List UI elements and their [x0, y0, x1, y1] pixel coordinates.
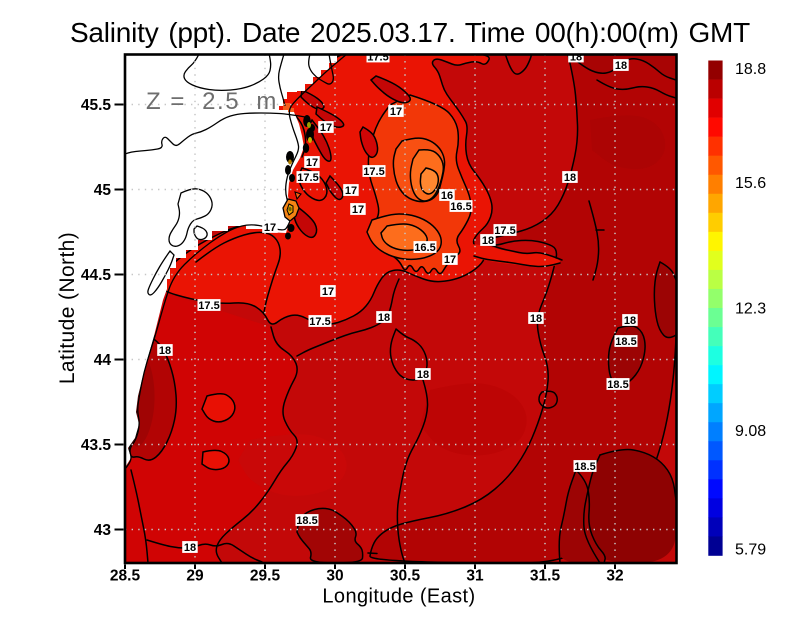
svg-text:17.5: 17.5: [297, 172, 318, 184]
svg-text:17.5: 17.5: [198, 300, 219, 312]
svg-text:45.5: 45.5: [81, 97, 112, 114]
svg-text:Z = 2.5 m: Z = 2.5 m: [146, 88, 278, 115]
svg-text:Latitude (North): Latitude (North): [56, 232, 79, 384]
svg-text:16.5: 16.5: [414, 242, 435, 254]
svg-text:17: 17: [390, 106, 402, 118]
svg-text:32: 32: [606, 568, 623, 585]
svg-text:Salinity (ppt). Date 2025.03.1: Salinity (ppt). Date 2025.03.17. Time 00…: [70, 17, 750, 48]
svg-text:17.5: 17.5: [367, 51, 388, 63]
svg-text:17: 17: [306, 157, 318, 169]
svg-text:17.5: 17.5: [494, 225, 515, 237]
svg-text:18: 18: [378, 312, 390, 324]
svg-text:9.08: 9.08: [735, 423, 766, 440]
svg-text:44: 44: [94, 352, 112, 369]
svg-text:18: 18: [482, 235, 494, 247]
svg-text:28.5: 28.5: [110, 568, 141, 585]
svg-text:16: 16: [441, 190, 453, 202]
svg-text:17: 17: [322, 286, 334, 298]
svg-text:18.5: 18.5: [574, 461, 595, 473]
svg-text:18: 18: [624, 315, 636, 327]
svg-text:17: 17: [444, 254, 456, 266]
svg-text:29: 29: [186, 568, 204, 585]
svg-text:43: 43: [94, 522, 112, 539]
svg-text:15.6: 15.6: [735, 175, 766, 192]
svg-text:18: 18: [530, 313, 542, 325]
svg-text:29.5: 29.5: [250, 568, 281, 585]
svg-text:18.5: 18.5: [296, 515, 317, 527]
svg-text:17: 17: [352, 204, 364, 216]
svg-text:18.8: 18.8: [735, 61, 766, 78]
svg-text:30: 30: [326, 568, 343, 585]
svg-text:17.5: 17.5: [309, 316, 330, 328]
svg-text:16.5: 16.5: [450, 201, 471, 213]
svg-text:31.5: 31.5: [530, 568, 561, 585]
svg-text:18: 18: [417, 369, 429, 381]
svg-text:18.5: 18.5: [615, 336, 636, 348]
svg-text:30.5: 30.5: [390, 568, 421, 585]
svg-text:17: 17: [345, 185, 357, 197]
svg-text:12.3: 12.3: [735, 300, 766, 317]
svg-text:17: 17: [320, 122, 332, 134]
svg-text:43.5: 43.5: [81, 437, 112, 454]
svg-text:18: 18: [570, 51, 582, 63]
svg-text:Longitude (East): Longitude (East): [322, 586, 475, 608]
svg-text:18.5: 18.5: [607, 379, 628, 391]
svg-text:5.79: 5.79: [735, 542, 766, 559]
svg-text:31: 31: [466, 568, 484, 585]
svg-text:17.5: 17.5: [363, 166, 384, 178]
svg-text:45: 45: [94, 182, 112, 199]
svg-text:18: 18: [159, 345, 171, 357]
svg-text:17: 17: [264, 222, 276, 234]
svg-text:44.5: 44.5: [81, 267, 112, 284]
svg-text:18: 18: [615, 60, 627, 72]
svg-text:18: 18: [564, 172, 576, 184]
svg-text:18: 18: [184, 542, 196, 554]
